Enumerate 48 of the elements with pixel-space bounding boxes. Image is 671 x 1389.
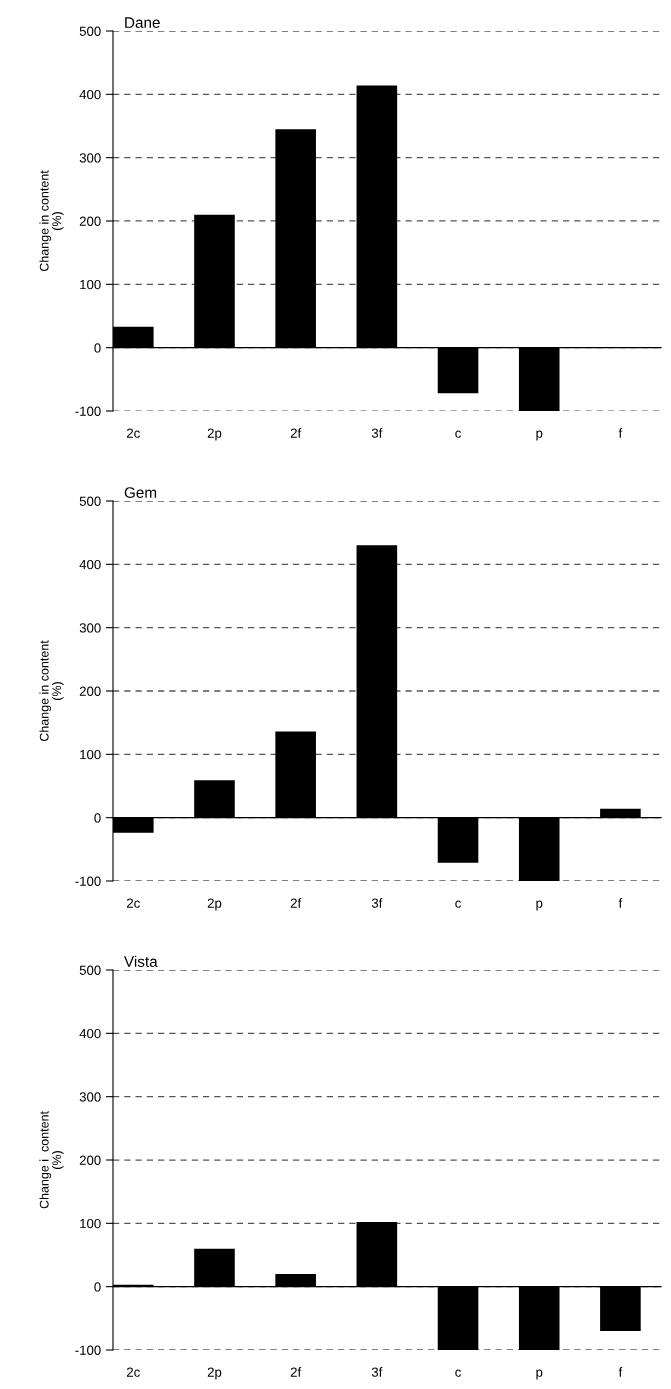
x-tick-label: 2p	[207, 1367, 222, 1380]
y-tick-label: 500	[79, 496, 101, 506]
x-tick-label: 2c	[126, 1367, 140, 1377]
y-tick-label: 100	[80, 1218, 101, 1229]
y-tick-label: 500	[79, 965, 101, 975]
y-axis-title: Change in content (%)	[39, 640, 64, 742]
y-tick-label: 300	[79, 153, 101, 163]
x-tick-label: c	[455, 900, 461, 908]
y-tick-label: 0	[94, 343, 101, 353]
y-axis-title: Change in content (%)	[39, 170, 64, 272]
y-tick-label: 100	[80, 749, 101, 760]
x-tick-label: c	[455, 430, 461, 438]
chart-title: Gem	[124, 487, 157, 498]
y-tick-label: 200	[79, 216, 101, 226]
y-tick-label: 300	[79, 1092, 101, 1102]
x-tick-label: p	[536, 900, 543, 911]
x-tick-label: f	[618, 1367, 623, 1377]
x-tick-label: 2f	[290, 428, 302, 438]
y-tick-label: 400	[79, 559, 101, 570]
y-tick-label: 500	[79, 26, 101, 36]
x-tick-label: 2f	[290, 898, 302, 908]
x-tick-label: 3f	[371, 428, 383, 438]
x-tick-label: 3f	[371, 1367, 383, 1377]
x-tick-label: f	[618, 428, 623, 438]
x-tick-label: 2p	[207, 428, 222, 441]
y-tick-label: -100	[75, 1345, 101, 1355]
x-tick-label: 3f	[371, 898, 383, 908]
y-tick-label: -100	[75, 406, 101, 416]
y-axis-title: Change i content (%)	[39, 1111, 64, 1209]
y-tick-label: 200	[79, 686, 101, 696]
y-tick-label: 400	[79, 1028, 101, 1039]
y-tick-label: 200	[79, 1155, 101, 1165]
y-tick-label: 400	[79, 89, 101, 100]
y-tick-label: 300	[79, 623, 101, 633]
chart-title: Dane	[125, 17, 160, 28]
y-tick-label: 100	[80, 279, 101, 290]
y-tick-label: 0	[94, 1282, 101, 1292]
chart-title: Vista	[124, 955, 158, 967]
x-tick-label: f	[618, 898, 623, 908]
x-tick-label: c	[455, 1369, 461, 1377]
x-tick-label: 2p	[207, 898, 222, 911]
x-tick-label: 2f	[290, 1367, 302, 1377]
y-tick-label: -100	[75, 876, 101, 886]
y-tick-label: 0	[94, 813, 101, 823]
x-tick-label: 2c	[126, 898, 140, 908]
x-tick-label: 2c	[126, 428, 140, 438]
x-tick-label: p	[536, 430, 543, 441]
x-tick-label: p	[536, 1369, 543, 1380]
